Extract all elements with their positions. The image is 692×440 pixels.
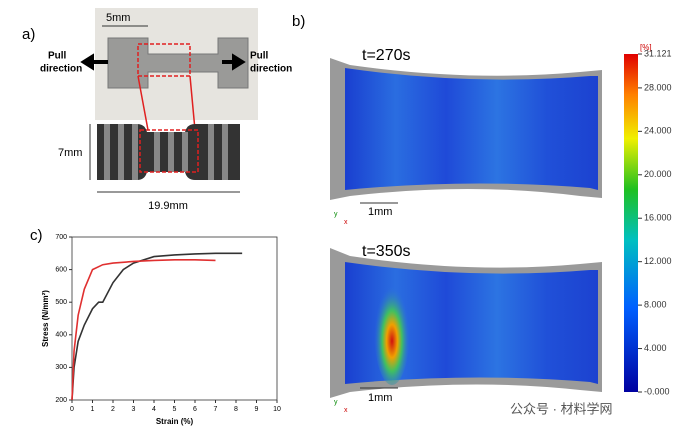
- dic-map: [345, 68, 598, 190]
- line-series: [71, 252, 243, 401]
- y-tick-label: 600: [55, 266, 67, 273]
- panel-label: a): [22, 26, 35, 43]
- pull-label: Pull: [250, 51, 269, 62]
- x-tick-label: 6: [193, 406, 197, 413]
- x-tick-label: 8: [234, 406, 238, 413]
- axis-label: y: [334, 211, 338, 218]
- x-tick-label: 0: [70, 406, 74, 413]
- pull-label: Pull: [48, 51, 67, 62]
- x-tick-label: 10: [273, 406, 281, 413]
- time-label: t=350s: [362, 243, 410, 260]
- specimen: [107, 37, 249, 89]
- colorbar-label: 20.000: [644, 169, 672, 179]
- hotspot: [374, 275, 410, 385]
- x-axis-label: Strain (%): [156, 417, 194, 426]
- colorbar-unit: [%]: [640, 43, 652, 52]
- arrow-left: [80, 53, 108, 71]
- zoom-box: [139, 129, 199, 173]
- dimension-label: 7mm: [58, 147, 82, 159]
- axis-label: y: [334, 399, 338, 406]
- y-tick-label: 500: [55, 299, 67, 306]
- zoom-box: [137, 43, 191, 77]
- colorbar-label: 12.000: [644, 256, 672, 266]
- axis-label: x: [344, 219, 348, 226]
- scale-label: 1mm: [368, 392, 392, 404]
- watermark: 公众号 · 材料学网: [510, 401, 613, 416]
- panel-label: c): [30, 227, 43, 244]
- dimension-label: 19.9mm: [148, 200, 188, 212]
- y-tick-label: 200: [55, 397, 67, 404]
- zoom-line: [137, 75, 196, 131]
- time-label: t=270s: [362, 47, 410, 64]
- panel-label: b): [292, 13, 305, 30]
- plot-frame: [71, 236, 278, 401]
- pull-label: direction: [250, 64, 292, 75]
- scale-label: 1mm: [368, 206, 392, 218]
- colorbar: [%]31.121 28.000 24.000 20.000 16.000 12.000 8…: [624, 43, 672, 396]
- colorbar-label: 4.000: [644, 343, 667, 353]
- y-tick-label: 400: [55, 332, 67, 339]
- y-tick-label: 300: [55, 364, 67, 371]
- x-tick-label: 1: [91, 406, 95, 413]
- y-tick-label: 700: [55, 234, 67, 241]
- x-tick-label: 9: [255, 406, 259, 413]
- x-tick-label: 2: [111, 406, 115, 413]
- colorbar-scale: [624, 54, 638, 392]
- pull-label: direction: [40, 64, 82, 75]
- colorbar-label: 31.121: [644, 48, 672, 58]
- arrow-right: [222, 53, 246, 71]
- x-tick-label: 4: [152, 406, 156, 413]
- chart: 0 1 2 3 4 5 6 7 8 9 10 200 300 400 500 600 700 Strain (%)…: [41, 234, 281, 426]
- colorbar-label: -0.000: [644, 386, 670, 396]
- x-tick-label: 7: [214, 406, 218, 413]
- stripes: [104, 124, 228, 180]
- scale-label: 5mm: [106, 12, 130, 24]
- x-tick-label: 3: [132, 406, 136, 413]
- line-series: [71, 259, 216, 401]
- y-axis-label: Stress (N/mm²): [41, 290, 50, 347]
- axis-label: x: [344, 407, 348, 414]
- colorbar-label: 28.000: [644, 82, 672, 92]
- x-tick-label: 5: [173, 406, 177, 413]
- colorbar-label: 16.000: [644, 213, 672, 223]
- colorbar-label: 8.000: [644, 299, 667, 309]
- colorbar-label: 24.000: [644, 126, 672, 136]
